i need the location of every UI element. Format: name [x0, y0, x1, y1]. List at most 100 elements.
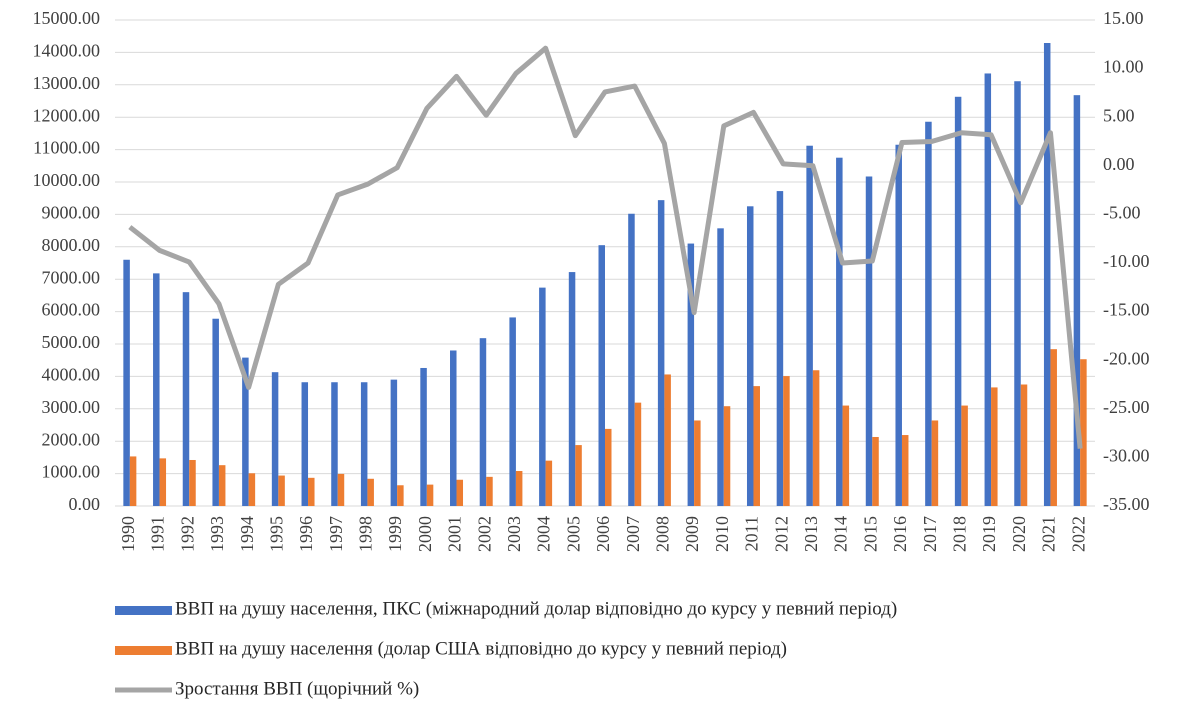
bar	[954, 96, 962, 507]
y2-tick-label: -5.00	[1103, 203, 1141, 223]
bar	[776, 191, 784, 506]
bar	[746, 206, 754, 507]
x-tick-label: 2003	[504, 516, 524, 552]
bar	[901, 435, 909, 506]
bar	[806, 145, 813, 506]
y-tick-label: 5000.00	[42, 332, 101, 352]
bar	[218, 465, 226, 506]
bar	[486, 476, 493, 506]
x-tick-label: 2021	[1039, 516, 1059, 552]
x-tick-label: 1992	[177, 516, 197, 552]
x-tick-label: 1997	[326, 516, 346, 552]
x-tick-label: 2013	[801, 516, 821, 552]
x-tick-label: 1996	[296, 516, 316, 552]
y-tick-label: 15000.00	[33, 8, 101, 28]
x-tick-label: 2000	[415, 516, 435, 552]
bar	[723, 406, 731, 506]
y-tick-label: 1000.00	[42, 462, 101, 482]
x-tick-label: 2004	[534, 516, 554, 552]
x-tick-label: 2008	[653, 516, 673, 552]
bar	[123, 259, 130, 506]
y-tick-label: 4000.00	[42, 365, 101, 385]
bar	[1073, 95, 1081, 506]
bar	[634, 402, 642, 506]
y2-tick-label: -30.00	[1103, 446, 1150, 466]
y-tick-label: 11000.00	[33, 138, 100, 158]
bar	[153, 273, 160, 506]
bar	[450, 350, 457, 506]
bar	[605, 428, 612, 506]
x-tick-label: 1994	[237, 516, 257, 552]
bar	[783, 376, 790, 506]
bar	[420, 367, 427, 506]
x-tick-label: 2012	[771, 516, 791, 552]
bar	[539, 287, 546, 506]
bar	[925, 121, 932, 507]
bar	[961, 405, 968, 506]
x-tick-label: 2010	[712, 516, 732, 552]
y2-tick-label: -25.00	[1103, 397, 1150, 417]
bar	[836, 157, 843, 506]
bar	[991, 387, 998, 506]
bar	[479, 338, 487, 506]
y-tick-label: 3000.00	[42, 397, 101, 417]
x-tick-label: 2020	[1009, 516, 1029, 552]
bar	[931, 420, 939, 506]
y2-tick-label: 0.00	[1103, 154, 1135, 174]
bar	[1080, 359, 1087, 506]
y2-tick-label: -35.00	[1103, 494, 1150, 514]
x-tick-label: 2007	[623, 516, 643, 552]
bar	[456, 479, 464, 506]
bar	[1020, 384, 1028, 506]
x-tick-label: 1990	[118, 516, 138, 552]
x-tick-label: 1995	[266, 516, 286, 552]
x-tick-label: 1998	[356, 516, 376, 552]
bar	[568, 272, 576, 506]
y-tick-label: 8000.00	[42, 235, 101, 255]
bar	[984, 73, 992, 507]
y-tick-label: 14000.00	[33, 41, 101, 61]
legend-label: ВВП на душу населення (долар США відпові…	[175, 638, 787, 659]
bar	[598, 245, 605, 506]
y2-tick-label: -15.00	[1103, 300, 1150, 320]
bar	[628, 213, 635, 506]
y-tick-label: 7000.00	[42, 267, 101, 287]
y2-tick-label: -20.00	[1103, 348, 1150, 368]
bar	[182, 292, 190, 506]
x-tick-label: 2016	[890, 516, 910, 552]
y-tick-label: 0.00	[69, 494, 101, 514]
bar	[242, 357, 249, 506]
bar	[397, 485, 404, 506]
x-tick-label: 1993	[207, 516, 227, 552]
bar	[717, 228, 724, 506]
bar	[367, 478, 374, 506]
bar	[278, 475, 285, 506]
x-tick-label: 2019	[979, 516, 999, 552]
bar	[895, 144, 902, 507]
bar	[308, 477, 315, 506]
y-tick-label: 9000.00	[42, 203, 101, 223]
bar	[545, 460, 553, 506]
y2-tick-label: 10.00	[1103, 57, 1144, 77]
bar	[812, 370, 820, 506]
y-tick-label: 13000.00	[33, 73, 101, 93]
y-tick-label: 2000.00	[42, 429, 101, 449]
y2-tick-label: 5.00	[1103, 105, 1135, 125]
bar	[390, 379, 398, 506]
bar	[509, 317, 516, 506]
x-tick-label: 1999	[385, 516, 405, 552]
bar	[842, 405, 850, 506]
x-tick-label: 2005	[563, 516, 583, 552]
bar	[129, 456, 137, 506]
bar	[1043, 43, 1051, 507]
x-tick-label: 2001	[445, 516, 465, 552]
bar	[753, 386, 760, 506]
bar	[1050, 349, 1057, 506]
bar	[1014, 81, 1021, 507]
bar	[189, 459, 196, 506]
x-tick-label: 1991	[148, 516, 168, 552]
bar	[872, 436, 879, 506]
line	[128, 45, 1083, 449]
bar	[337, 473, 345, 506]
